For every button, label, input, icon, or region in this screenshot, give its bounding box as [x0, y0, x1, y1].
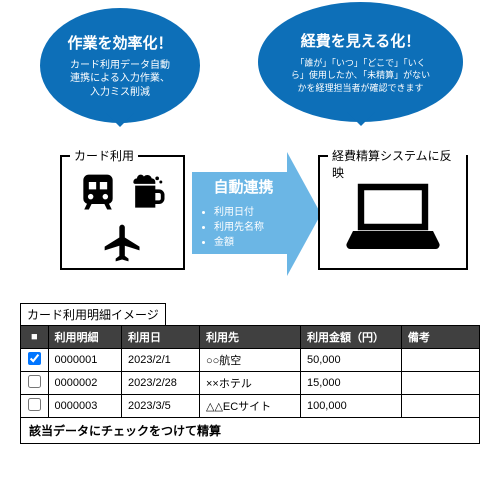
- card-usage-box: カード利用: [60, 155, 185, 270]
- bubble-efficiency: 作業を効率化！ カード利用データ自動連携による入力作業、入力ミス削減: [40, 8, 200, 123]
- bubble-visibility-desc: 「誰が」「いつ」「どこで」「いくら」使用したか、「未精算」がないかを経理担当者が…: [291, 57, 430, 93]
- row-checkbox[interactable]: [28, 375, 41, 388]
- auto-link-item: 利用日付: [214, 203, 289, 218]
- auto-link-items: 利用日付利用先名称金額: [198, 203, 289, 248]
- train-icon: [76, 171, 120, 215]
- table-cell: 0000003: [48, 395, 121, 418]
- usage-detail-table: ■利用明細利用日利用先利用金額（円）備考 00000012023/2/1○○航空…: [20, 325, 480, 418]
- table-header: ■: [21, 326, 49, 349]
- table-row: 00000012023/2/1○○航空50,000: [21, 349, 480, 372]
- beer-icon: [126, 171, 170, 215]
- table-cell: [401, 372, 479, 395]
- usage-detail-table-footer: 該当データにチェックをつけて精算: [20, 418, 480, 444]
- bubble-visibility: 経費を見える化！ 「誰が」「いつ」「どこで」「いくら」使用したか、「未精算」がな…: [258, 2, 463, 122]
- expense-system-label: 経費精算システムに反映: [328, 147, 466, 181]
- laptop-icon: [343, 175, 443, 255]
- table-header: 利用金額（円）: [300, 326, 401, 349]
- auto-link-title: 自動連携: [198, 176, 289, 197]
- row-checkbox[interactable]: [28, 352, 41, 365]
- table-cell: 2023/2/28: [121, 372, 199, 395]
- table-cell: ××ホテル: [199, 372, 300, 395]
- card-usage-label: カード利用: [70, 147, 138, 164]
- auto-link-item: 利用先名称: [214, 218, 289, 233]
- auto-link-arrow-head: [287, 152, 321, 276]
- usage-detail-table-label: カード利用明細イメージ: [20, 303, 166, 326]
- table-header: 備考: [401, 326, 479, 349]
- table-row: 00000032023/3/5△△ECサイト100,000: [21, 395, 480, 418]
- auto-link-text: 自動連携 利用日付利用先名称金額: [198, 176, 289, 248]
- table-cell: ○○航空: [199, 349, 300, 372]
- table-cell: [401, 349, 479, 372]
- table-header: 利用日: [121, 326, 199, 349]
- table-cell: 2023/2/1: [121, 349, 199, 372]
- table-cell: 0000002: [48, 372, 121, 395]
- table-cell: 100,000: [300, 395, 401, 418]
- bubble-visibility-title: 経費を見える化！: [301, 30, 421, 51]
- table-cell: 0000001: [48, 349, 121, 372]
- table-cell: [401, 395, 479, 418]
- table-row: 00000022023/2/28××ホテル15,000: [21, 372, 480, 395]
- table-cell: △△ECサイト: [199, 395, 300, 418]
- table-cell: 2023/3/5: [121, 395, 199, 418]
- table-cell: 15,000: [300, 372, 401, 395]
- auto-link-item: 金額: [214, 233, 289, 248]
- table-header: 利用先: [199, 326, 300, 349]
- usage-detail-table-section: カード利用明細イメージ ■利用明細利用日利用先利用金額（円）備考 0000001…: [20, 302, 480, 444]
- expense-system-box: 経費精算システムに反映: [318, 155, 468, 270]
- row-checkbox[interactable]: [28, 398, 41, 411]
- plane-icon: [101, 221, 145, 265]
- bubble-efficiency-title: 作業を効率化！: [67, 32, 172, 53]
- table-cell: 50,000: [300, 349, 401, 372]
- table-header: 利用明細: [48, 326, 121, 349]
- bubble-efficiency-desc: カード利用データ自動連携による入力作業、入力ミス削減: [70, 59, 170, 100]
